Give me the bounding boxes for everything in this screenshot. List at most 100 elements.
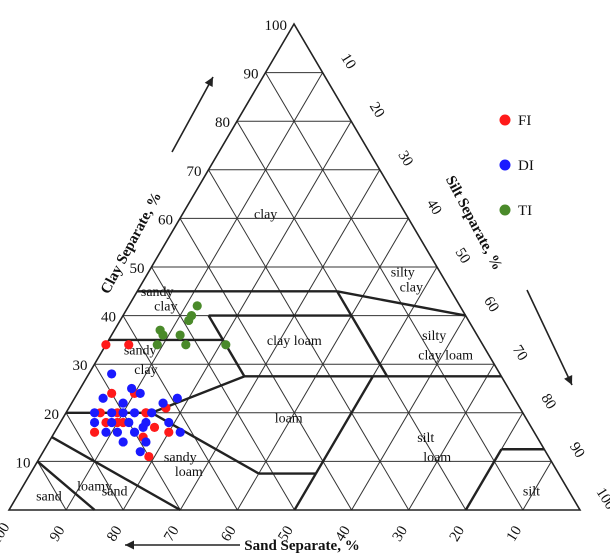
sand-tick-label: 80 xyxy=(104,523,126,544)
texture-class-label: silty xyxy=(391,266,415,281)
point-di xyxy=(158,398,168,408)
point-di xyxy=(107,408,117,418)
point-fi xyxy=(149,422,160,432)
texture-class-label: clay xyxy=(154,300,177,315)
point-fi xyxy=(144,451,154,462)
texture-class-label: silt xyxy=(523,484,540,499)
sand-tick-label: 40 xyxy=(332,523,354,544)
triangle-outline xyxy=(7,22,582,511)
grid-line-sand xyxy=(122,315,238,511)
clay-tick-label: 50 xyxy=(130,261,145,277)
point-di xyxy=(101,427,111,437)
silt-axis-title: Silt Separate, % xyxy=(442,173,505,273)
silt-tick-label: 100 xyxy=(593,485,610,513)
grid-line-silt xyxy=(179,169,381,511)
silt-tick-label: 50 xyxy=(452,245,474,266)
point-di xyxy=(107,369,117,379)
point-di xyxy=(135,388,145,398)
grid-line-sand xyxy=(265,72,524,511)
silt-tick-label: 10 xyxy=(337,51,359,72)
axis-arrow-head xyxy=(125,540,134,550)
point-fi xyxy=(107,388,117,398)
sand-tick-label: 20 xyxy=(447,523,469,544)
point-fi xyxy=(124,340,134,350)
point-di xyxy=(164,417,174,428)
class-boundary xyxy=(350,314,389,377)
point-ti xyxy=(152,340,162,350)
axis-arrow-head xyxy=(204,77,213,88)
class-boundary xyxy=(293,472,317,511)
texture-class-label: loam xyxy=(423,450,451,465)
grid-line-sand xyxy=(151,266,295,511)
class-boundary xyxy=(51,436,181,512)
point-di xyxy=(118,408,128,418)
point-di xyxy=(89,417,100,428)
grid-line-sand xyxy=(94,363,181,511)
texture-class-label: loamy xyxy=(77,480,112,495)
axis-arrow-shaft xyxy=(526,289,573,386)
point-di xyxy=(127,383,137,394)
texture-class-label: loam xyxy=(275,412,303,427)
point-di xyxy=(89,408,100,418)
texture-class-label: sandy xyxy=(141,285,174,300)
texture-class-label: loam xyxy=(175,465,203,480)
point-di xyxy=(118,398,128,408)
sand-tick-label: 30 xyxy=(390,523,412,544)
axis-arrow-head xyxy=(564,374,573,385)
grid-line-silt xyxy=(408,363,495,511)
sand-tick-label: 70 xyxy=(161,523,183,544)
sand-tick-label: 90 xyxy=(47,523,69,544)
point-di xyxy=(138,422,148,432)
point-di xyxy=(129,427,140,437)
class-boundary xyxy=(464,448,503,511)
point-fi xyxy=(164,427,174,437)
point-di xyxy=(98,393,108,403)
texture-class-label: sand xyxy=(102,484,128,499)
clay-tick-label: 60 xyxy=(158,212,173,228)
clay-tick-label: 90 xyxy=(244,67,259,83)
point-ti xyxy=(192,301,202,311)
silt-tick-label: 70 xyxy=(509,342,531,363)
texture-class-label: clay xyxy=(134,363,157,378)
point-di xyxy=(112,427,123,437)
clay-tick-label: 10 xyxy=(16,455,31,471)
silt-tick-label: 90 xyxy=(566,440,588,461)
legend-marker-ti xyxy=(499,204,511,216)
silt-tick-label: 40 xyxy=(423,197,445,218)
clay-tick-label: 100 xyxy=(265,18,288,34)
point-di xyxy=(172,393,182,403)
sand-axis-title: Sand Separate, % xyxy=(244,538,359,553)
point-di xyxy=(141,437,151,447)
legend-label-ti: TI xyxy=(518,203,532,219)
grid-line-silt xyxy=(522,461,552,511)
texture-class-label: silty xyxy=(422,329,446,344)
clay-tick-label: 70 xyxy=(187,164,202,180)
sand-tick-label: 60 xyxy=(218,523,240,544)
axis-arrow-shaft xyxy=(171,76,214,153)
clay-axis-title: Clay Separate, % xyxy=(98,190,165,297)
clay-tick-label: 40 xyxy=(101,310,116,326)
point-di xyxy=(118,437,128,447)
point-di xyxy=(147,408,157,418)
clay-tick-label: 20 xyxy=(44,407,59,423)
legend-label-di: DI xyxy=(518,158,534,174)
silt-tick-label: 60 xyxy=(480,294,502,315)
point-ti xyxy=(181,340,191,350)
point-di xyxy=(175,427,185,437)
silt-tick-label: 20 xyxy=(366,99,388,120)
sand-tick-label: 50 xyxy=(275,523,297,544)
point-ti xyxy=(221,340,231,350)
class-boundary xyxy=(336,290,353,317)
texture-class-boundaries xyxy=(36,290,545,512)
point-di xyxy=(129,408,140,418)
point-ti xyxy=(184,315,194,326)
tick-labels: 10 20 30 40 50 60 70 80 90 100 10 20 30 40 50 60 70 80 90 1… xyxy=(0,18,610,548)
point-ti xyxy=(175,330,185,340)
data-points xyxy=(89,301,231,462)
silt-tick-label: 30 xyxy=(394,148,416,169)
sand-tick-label: 10 xyxy=(504,523,526,544)
grid-line-sand xyxy=(37,461,67,511)
sand-tick-label: 100 xyxy=(0,520,13,548)
